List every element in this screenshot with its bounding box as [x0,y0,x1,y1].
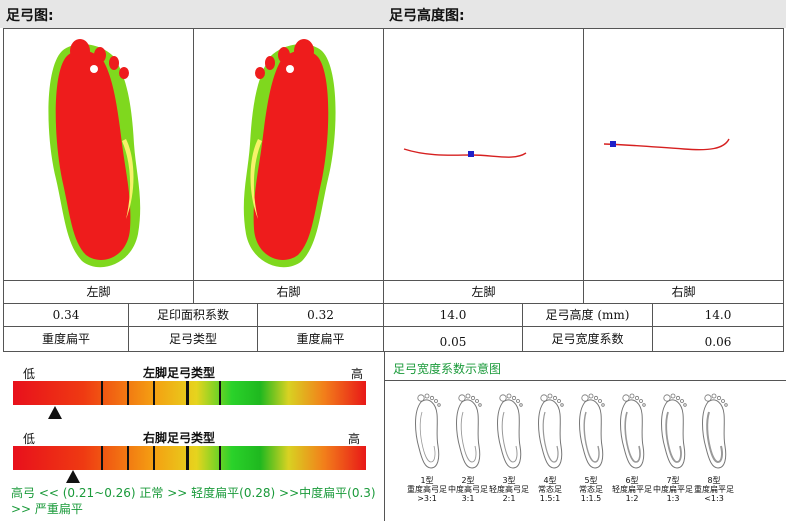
foot-type-item: 1型 重度高弓足 >3:1 [407,390,447,503]
left-footprint-panel [3,28,194,281]
left-arch-type-value: 重度扁平 [3,326,129,352]
right-arch-height-panel [583,28,784,281]
right-foot-label-height: 右脚 [583,280,784,304]
arch-type-legend: 高弓 << (0.21~0.26) 正常 >> 轻度扁平(0.28) >>中度扁… [11,486,376,516]
left-arch-width-value: 0.05 [383,326,523,352]
foot-type-item: 6型 轻度扁平足 1:2 [612,390,652,503]
arch-type-label: 足弓类型 [128,326,258,352]
footprint-outline-icon [579,393,605,469]
right-arch-type-value: 重度扁平 [257,326,384,352]
scale-tick [219,446,221,470]
foot-type-name: 1型 [420,476,434,485]
scale-tick [101,381,103,405]
scale-tick [186,446,189,470]
right-scale-title: 右脚足弓类型 [143,431,216,445]
foot-type-desc: 重度扁平足 [694,485,734,494]
footprint-outline-icon [456,393,482,469]
foot-type-name: 2型 [461,476,475,485]
scale-tick [153,381,155,405]
foot-type-item: 3型 轻度高弓足 2:1 [489,390,529,503]
foot-type-desc: 轻度扁平足 [612,485,652,494]
right-footprint-coefficient-value: 0.32 [257,303,384,327]
arch-height-title: 足弓高度图: [389,8,465,24]
right-foot-label: 右脚 [193,280,384,304]
right-arch-marker [66,470,80,483]
right-arch-height-value: 14.0 [652,303,784,327]
left-arch-height-value: 14.0 [383,303,523,327]
foot-type-ratio: 1:1.5 [580,494,602,503]
foot-type-desc: 轻度高弓足 [489,485,529,494]
foot-type-item: 7型 中度扁平足 1:3 [653,390,693,503]
footprint-outline-icon [415,393,441,469]
left-arch-marker [48,406,63,419]
foot-type-ratio: 3:1 [461,494,475,503]
right-scale-high-label: 高 [348,432,361,446]
arch-map-header: 足弓图: [0,0,383,28]
width-coefficient-diagram: 足弓宽度系数示意图 1型 重度高弓足 >3:1 2型 中度高弓足 3:1 3型 轻度高弓足 2:… [384,352,786,521]
foot-type-name: 8型 [707,476,721,485]
scale-tick [127,381,129,405]
foot-type-ratio: >3:1 [417,494,437,503]
left-footprint-image [48,39,141,268]
scale-tick [101,446,103,470]
footprint-outline-icon [661,393,687,469]
left-scale-high-label: 高 [351,367,364,381]
foot-type-ratio: 1:3 [666,494,680,503]
foot-type-item: 5型 常态足 1:1.5 [571,390,611,503]
foot-type-name: 5型 [584,476,598,485]
foot-type-name: 7型 [666,476,680,485]
arch-map-title: 足弓图: [6,8,54,24]
foot-type-ratio: 2:1 [502,494,516,503]
footprint-outline-icon [497,393,523,469]
right-scale-low-label: 低 [23,432,36,446]
foot-type-desc: 中度扁平足 [653,485,693,494]
foot-type-ratio: 1.5:1 [539,494,561,503]
left-arch-height-graph [403,148,527,158]
footprint-coefficient-label: 足印面积系数 [128,303,258,327]
left-foot-label: 左脚 [3,280,194,304]
foot-type-name: 6型 [625,476,639,485]
left-scale-title: 左脚足弓类型 [143,366,216,380]
arch-type-scales: 低 左脚足弓类型 高 低 右脚足弓类型 高 高弓 << (0.21~0.26) … [3,352,383,521]
foot-type-desc: 常态足 [579,485,603,494]
right-arch-scale-bar [13,446,366,470]
foot-type-name: 3型 [502,476,516,485]
footprint-outline-icon [620,393,646,469]
arch-height-header: 足弓高度图: [383,0,786,28]
foot-type-desc: 中度高弓足 [448,485,488,494]
foot-type-ratio: <1:3 [704,494,724,503]
foot-type-name: 4型 [543,476,557,485]
left-arch-height-panel [383,28,584,281]
arch-height-label: 足弓高度 (mm) [522,303,653,327]
right-arch-width-value: 0.06 [652,326,784,352]
foot-type-item: 8型 重度扁平足 <1:3 [694,390,734,503]
footprint-outline-icon [702,393,728,469]
left-foot-label-height: 左脚 [383,280,584,304]
foot-type-ratio: 1:2 [625,494,639,503]
foot-type-desc: 常态足 [538,485,562,494]
scale-tick [127,446,129,470]
right-arch-height-graph [603,138,730,151]
foot-type-item: 2型 中度高弓足 3:1 [448,390,488,503]
footprint-outline-icon [538,393,564,469]
left-scale-low-label: 低 [23,367,36,381]
foot-type-item: 4型 常态足 1.5:1 [530,390,570,503]
diagram-divider [385,380,786,381]
right-footprint-image [243,39,336,268]
foot-type-desc: 重度高弓足 [407,485,447,494]
arch-width-label: 足弓宽度系数 [522,326,653,352]
scale-tick [153,446,155,470]
left-footprint-coefficient-value: 0.34 [3,303,129,327]
left-arch-scale-bar [13,381,366,405]
foot-type-list: 1型 重度高弓足 >3:1 2型 中度高弓足 3:1 3型 轻度高弓足 2:1 4型 常态足 1.5:… [407,390,777,518]
right-footprint-panel [193,28,384,281]
diagram-title: 足弓宽度系数示意图 [393,362,502,376]
scale-tick [186,381,189,405]
scale-tick [219,381,221,405]
